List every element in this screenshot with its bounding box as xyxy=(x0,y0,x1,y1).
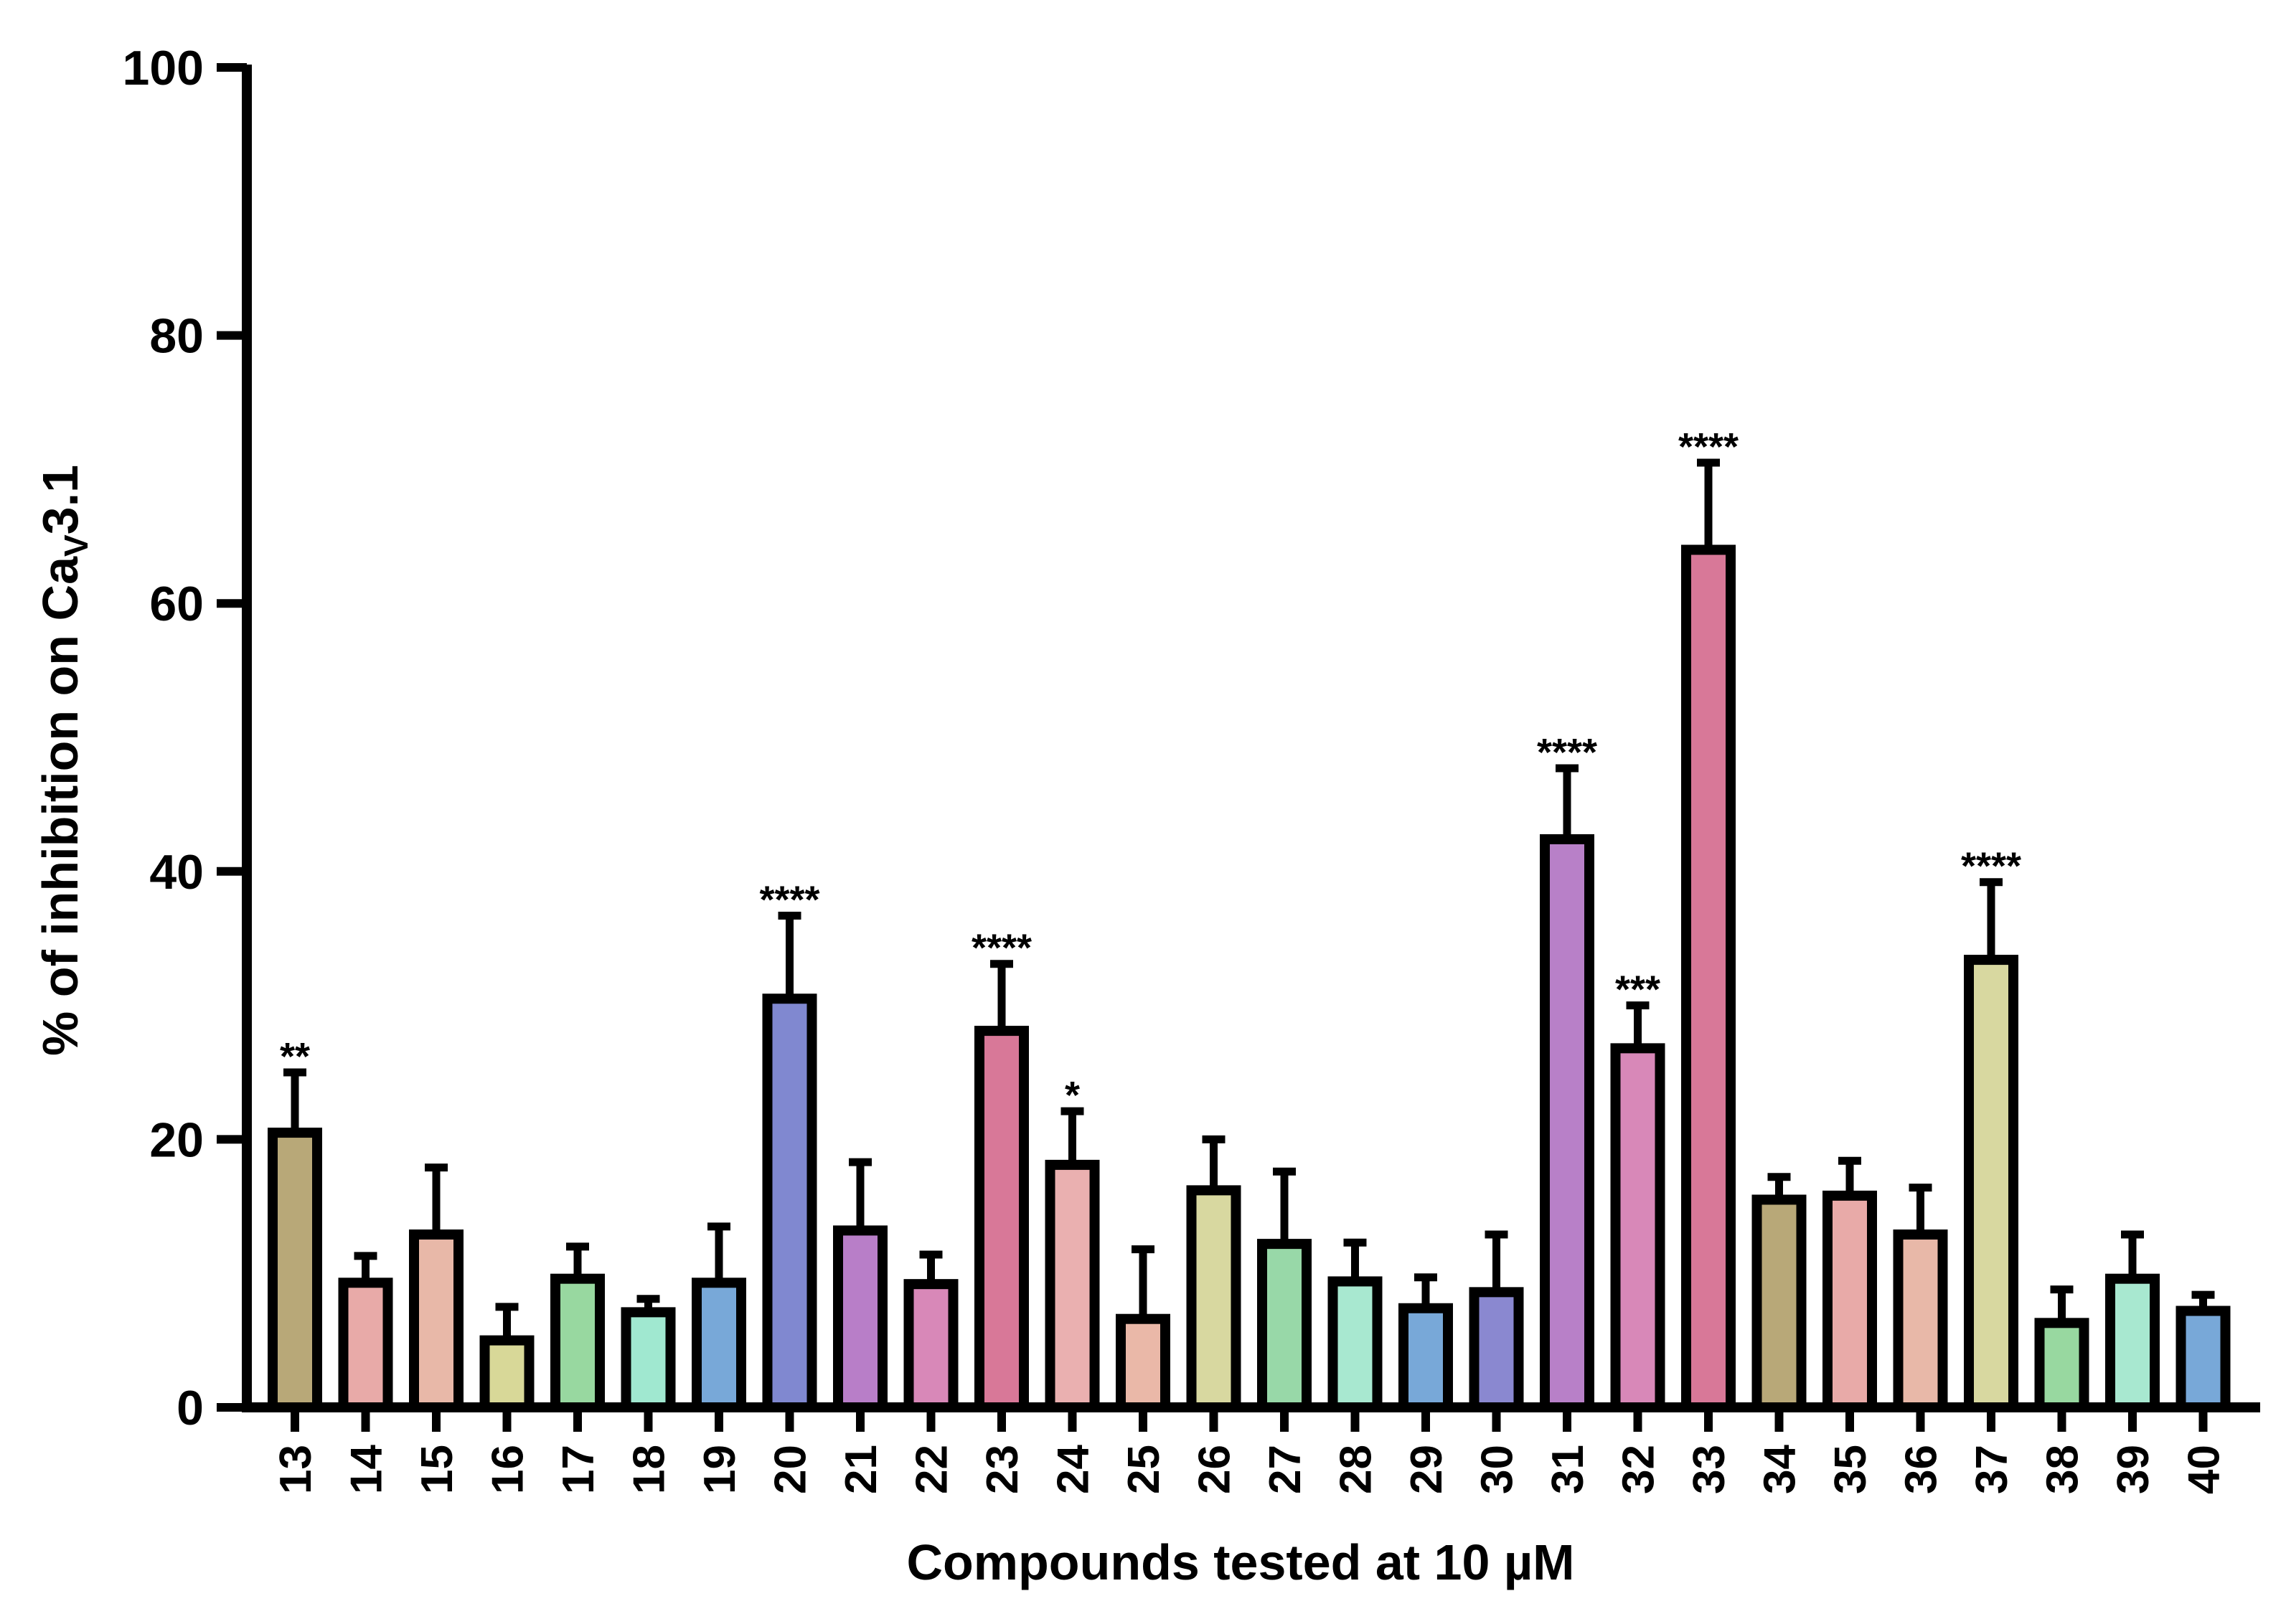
bar xyxy=(1540,834,1594,1412)
x-tick-label: 20 xyxy=(766,1445,816,1494)
bar xyxy=(1327,1276,1383,1412)
x-tick-label: 35 xyxy=(1826,1445,1876,1494)
x-tick-label: 28 xyxy=(1332,1445,1381,1494)
x-tick-label: 27 xyxy=(1261,1445,1310,1494)
bar xyxy=(1186,1185,1241,1413)
x-tick-label: 24 xyxy=(1049,1444,1099,1493)
bar xyxy=(1893,1229,1948,1412)
bar xyxy=(1751,1194,1807,1412)
significance-label: * xyxy=(1065,1074,1080,1117)
x-tick-label: 14 xyxy=(342,1444,392,1493)
bar xyxy=(2105,1273,2160,1412)
bar xyxy=(1610,1043,1665,1412)
bar xyxy=(268,1128,322,1413)
svg-text:% of inhibition on CaV3.1: % of inhibition on CaV3.1 xyxy=(32,465,95,1056)
x-tick-label: 37 xyxy=(1967,1445,2017,1494)
bar xyxy=(1045,1159,1100,1412)
x-tick-label: 38 xyxy=(2038,1445,2088,1494)
x-tick-label: 13 xyxy=(271,1445,321,1494)
x-tick-label: 22 xyxy=(908,1445,957,1494)
significance-label: **** xyxy=(972,927,1032,970)
significance-label: *** xyxy=(1615,968,1660,1011)
y-tick-label: 80 xyxy=(149,309,204,364)
x-tick-label: 40 xyxy=(2180,1445,2229,1494)
x-axis: 13 14 15 16 17 18 19 20 21 22 23 24 25 26 27 28 29 30 31 32… xyxy=(242,1402,2260,1494)
x-tick-label: 18 xyxy=(625,1445,674,1494)
y-tick-label: 100 xyxy=(123,41,204,95)
x-tick-label: 39 xyxy=(2109,1445,2158,1494)
bar xyxy=(1469,1287,1524,1413)
y-tick-label: 40 xyxy=(149,845,204,900)
bar xyxy=(1822,1190,1877,1412)
significance-label: **** xyxy=(1537,731,1597,774)
bar xyxy=(833,1225,888,1412)
x-tick-label: 32 xyxy=(1614,1445,1664,1494)
bar xyxy=(1964,955,2018,1412)
significance-label: ** xyxy=(280,1035,310,1078)
bars-group: ************************** xyxy=(268,425,2231,1413)
x-tick-label: 19 xyxy=(695,1445,745,1494)
x-axis-title: Compounds tested at 10 µM xyxy=(907,1534,1575,1590)
x-tick-label: 29 xyxy=(1402,1445,1452,1494)
x-tick-label: 30 xyxy=(1473,1445,1523,1494)
x-tick-label: 33 xyxy=(1685,1445,1734,1494)
bar xyxy=(903,1279,959,1413)
y-axis-title-subscript: V xyxy=(57,534,95,557)
bar xyxy=(479,1335,535,1412)
bar xyxy=(2176,1306,2231,1413)
y-axis-title: % of inhibition on CaV3.1 xyxy=(32,465,95,1056)
x-tick-label: 23 xyxy=(978,1445,1027,1494)
y-tick-label: 0 xyxy=(177,1381,204,1435)
bar xyxy=(1398,1303,1453,1412)
bar xyxy=(338,1278,393,1412)
x-tick-label: 26 xyxy=(1190,1445,1240,1494)
x-tick-label: 36 xyxy=(1897,1445,1947,1494)
significance-label: **** xyxy=(1678,425,1739,468)
x-tick-label: 15 xyxy=(413,1445,462,1494)
bar xyxy=(621,1307,676,1412)
x-tick-label: 21 xyxy=(837,1445,886,1494)
y-axis-title-tail: 3.1 xyxy=(32,465,88,534)
bar xyxy=(692,1278,746,1412)
x-tick-label: 17 xyxy=(554,1445,603,1494)
y-tick-label: 20 xyxy=(149,1113,204,1167)
y-axis-title-main: % of inhibition on Ca xyxy=(32,556,88,1056)
y-axis: 0 20 40 60 80 100 xyxy=(123,41,252,1435)
bar xyxy=(409,1229,464,1412)
bar xyxy=(1116,1313,1170,1413)
bar xyxy=(1681,544,1736,1412)
bar xyxy=(1257,1239,1312,1412)
x-tick-label: 31 xyxy=(1543,1445,1593,1494)
bar xyxy=(2034,1318,2089,1413)
significance-label: **** xyxy=(759,878,819,921)
x-tick-label: 16 xyxy=(484,1445,533,1494)
y-tick-label: 60 xyxy=(149,577,204,631)
x-tick-label: 34 xyxy=(1756,1444,1805,1493)
significance-label: **** xyxy=(1961,845,2021,888)
bar xyxy=(550,1273,605,1412)
bar xyxy=(974,1026,1029,1413)
x-tick-label: 25 xyxy=(1119,1445,1169,1494)
bar xyxy=(762,993,817,1412)
